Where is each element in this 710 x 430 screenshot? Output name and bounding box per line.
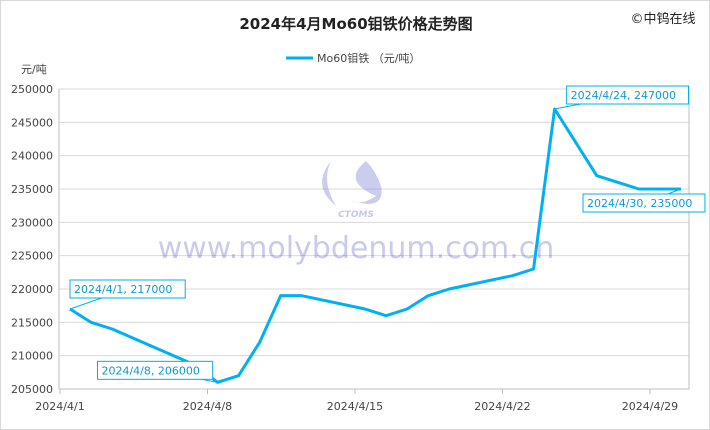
chart-title: 2024年4月Mo60钼铁价格走势图 <box>239 15 472 33</box>
watermark-logo-icon <box>322 161 336 206</box>
y-tick-label: 250000 <box>11 83 53 96</box>
y-tick-label: 205000 <box>11 383 53 396</box>
annotation-box <box>69 279 186 299</box>
y-tick-label: 230000 <box>11 216 53 229</box>
x-tick-label: 2024/4/29 <box>622 400 678 413</box>
watermark: CTOMS www.molybdenum.com.cn <box>158 161 555 266</box>
legend-label: Mo60钼铁 （元/吨） <box>317 51 420 65</box>
annotation-box <box>566 85 690 105</box>
annotation-label: 2024/4/30, 235000 <box>587 197 692 210</box>
y-axis-label: 元/吨 <box>21 63 47 76</box>
annotation-label: 2024/4/24, 247000 <box>571 89 676 102</box>
brand-label: ©中钨在线 <box>630 11 695 27</box>
y-tick-label: 220000 <box>11 283 53 296</box>
watermark-logo-text: CTOMS <box>338 210 374 220</box>
watermark-text: www.molybdenum.com.cn <box>158 231 555 266</box>
x-tick-label: 2024/4/1 <box>35 400 84 413</box>
annotation-box <box>96 360 214 380</box>
x-tick-label: 2024/4/15 <box>327 400 383 413</box>
y-tick-label: 210000 <box>11 350 53 363</box>
y-tick-label: 245000 <box>11 116 53 129</box>
y-tick-label: 240000 <box>11 150 53 163</box>
y-tick-label: 215000 <box>11 316 53 329</box>
annotation-box <box>582 193 706 213</box>
annotation-label: 2024/4/1, 217000 <box>74 283 172 296</box>
y-tick-label: 235000 <box>11 183 53 196</box>
watermark-logo-icon-2 <box>351 161 382 204</box>
x-tick-label: 2024/4/8 <box>183 400 232 413</box>
annotation-label: 2024/4/8, 206000 <box>101 364 199 377</box>
x-tick-label: 2024/4/22 <box>474 400 530 413</box>
y-tick-label: 225000 <box>11 250 53 263</box>
